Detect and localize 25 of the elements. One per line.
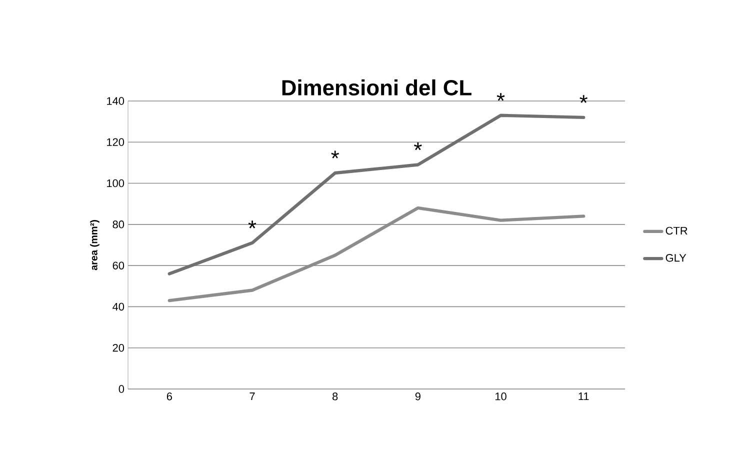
y-tick-label: 60: [112, 262, 124, 270]
x-tick-label: 8: [332, 392, 338, 400]
line-series: [168, 206, 586, 302]
x-tick-label: 7: [250, 392, 255, 400]
y-tick-label: 40: [112, 302, 124, 311]
chart-title: Dimensioni del CL: [282, 79, 472, 96]
x-tick-label: 10: [495, 392, 506, 400]
annotation: *: [496, 93, 505, 101]
annotation: *: [414, 142, 422, 150]
y-axis-title: area (mm²): [90, 220, 100, 270]
annotation: *: [331, 150, 340, 158]
x-tick-label: 11: [578, 392, 589, 400]
legend-label: GLY: [666, 254, 686, 262]
y-tick-label: 120: [107, 138, 124, 146]
y-tick-label: 100: [107, 179, 124, 188]
x-tick-label: 6: [166, 392, 172, 400]
x-tick-label: 9: [415, 392, 420, 400]
annotation: *: [248, 220, 256, 228]
y-tick-label: 20: [112, 344, 124, 352]
y-tick-label: 140: [107, 97, 124, 105]
legend-label: CTR: [666, 226, 688, 235]
annotation: *: [580, 95, 588, 103]
y-tick-label: 80: [112, 220, 124, 228]
line-series: [168, 114, 586, 276]
y-tick-label: 0: [118, 385, 124, 393]
